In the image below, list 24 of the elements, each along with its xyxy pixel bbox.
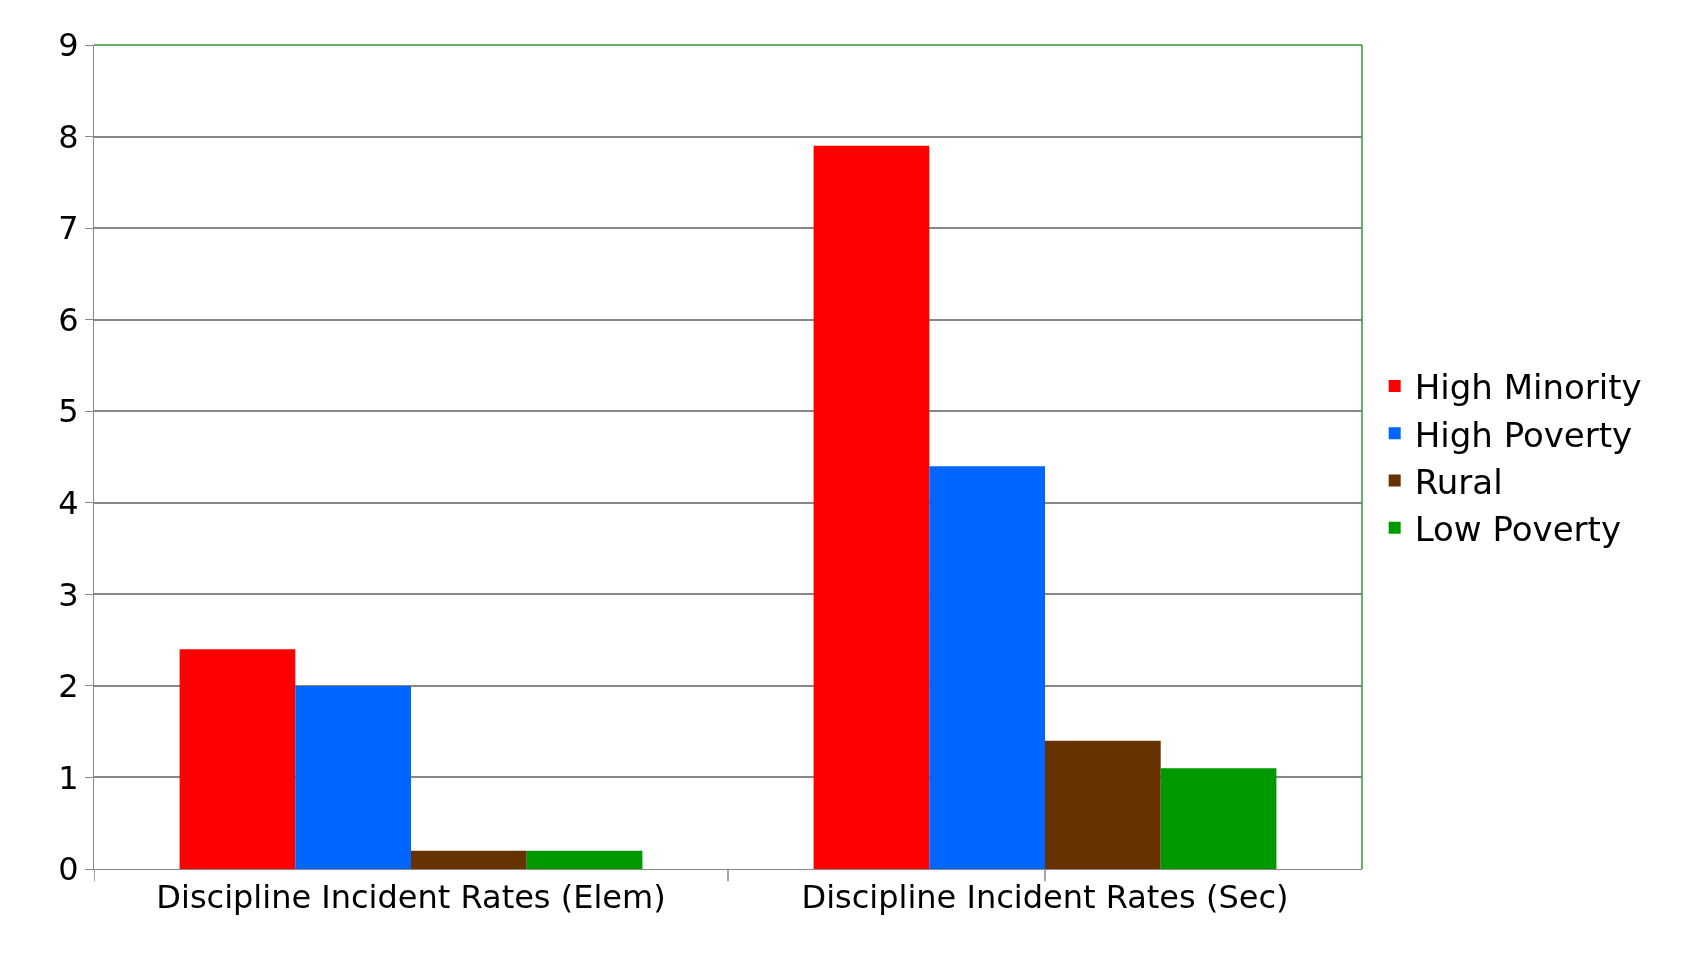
legend-label: High Poverty xyxy=(1414,414,1633,455)
bar xyxy=(1045,740,1161,869)
y-tick-label: 3 xyxy=(58,575,79,614)
y-tick-label: 2 xyxy=(58,667,79,706)
bar xyxy=(929,466,1045,869)
bar xyxy=(179,649,296,869)
bar xyxy=(813,145,930,869)
y-tick-label: 8 xyxy=(58,117,79,156)
y-tick-label: 4 xyxy=(58,483,79,522)
bar xyxy=(295,685,411,869)
y-tick-label: 6 xyxy=(58,300,79,339)
legend-label: Rural xyxy=(1414,461,1503,502)
x-tick-label: Discipline Incident Rates (Sec) xyxy=(801,878,1289,917)
y-tick-label: 1 xyxy=(58,758,79,797)
bar xyxy=(411,850,527,869)
y-tick-label: 5 xyxy=(58,392,79,431)
bar xyxy=(1160,768,1277,869)
y-tick-label: 7 xyxy=(58,209,79,248)
x-tick-label: Discipline Incident Rates (Elem) xyxy=(156,878,666,917)
y-tick-label: 0 xyxy=(58,850,79,889)
legend-label: Low Poverty xyxy=(1414,508,1622,549)
y-tick-label: 9 xyxy=(58,26,79,65)
legend-label: High Minority xyxy=(1414,367,1642,408)
bar xyxy=(526,850,643,869)
